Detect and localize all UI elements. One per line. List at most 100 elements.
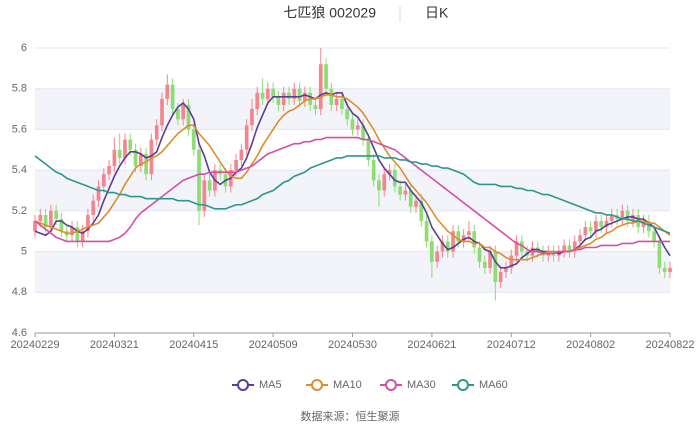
x-tick-label: 20240822 — [646, 339, 695, 351]
candle-body — [350, 119, 355, 130]
y-tick-label: 5.6 — [12, 123, 27, 135]
candle-body — [668, 267, 672, 272]
x-tick-label: 20240530 — [328, 339, 377, 351]
source-note: 数据来源：恒生聚源 — [301, 409, 400, 423]
candle-body — [265, 88, 270, 99]
candle-body — [451, 231, 455, 252]
legend-item: MA30 — [380, 379, 436, 391]
y-tick-label: 6 — [21, 42, 27, 54]
candle-body — [324, 64, 328, 89]
candle-body — [345, 109, 350, 120]
candle-body — [138, 153, 143, 167]
candle-body — [419, 200, 424, 222]
candle-body — [287, 92, 291, 99]
candle-body — [181, 105, 186, 120]
candle-body — [641, 221, 646, 228]
candle-body — [197, 149, 201, 211]
legend-item: MA60 — [452, 379, 508, 391]
legend-marker — [237, 379, 249, 391]
candle-body — [244, 125, 249, 150]
candle-body — [488, 251, 492, 268]
candle-body — [202, 180, 207, 211]
legend-marker — [311, 379, 323, 391]
ma-line — [34, 136, 670, 255]
candle-body — [594, 221, 598, 232]
candle-body — [329, 88, 334, 105]
legend-label: MA30 — [407, 379, 436, 391]
candle-body — [234, 159, 238, 171]
candle-body — [128, 139, 133, 150]
candle-body — [392, 170, 397, 187]
candle-body — [371, 159, 376, 181]
legend-label: MA5 — [259, 379, 282, 391]
candle-body — [467, 231, 471, 236]
candle-body — [562, 245, 567, 252]
legend-item: MA5 — [232, 379, 282, 391]
candle-body — [303, 92, 307, 101]
candle-body — [366, 139, 371, 160]
candle-body — [260, 92, 265, 99]
candle-body — [96, 186, 101, 201]
candle-body — [59, 219, 64, 232]
candle-body — [297, 88, 302, 101]
x-tick-label: 20240229 — [11, 339, 60, 351]
x-tick-label: 20240802 — [566, 339, 615, 351]
candle-body — [482, 261, 487, 268]
candle-body — [445, 241, 450, 252]
ma-line — [34, 155, 671, 234]
candle-body — [430, 241, 434, 262]
candle-body — [477, 247, 482, 262]
y-tick-label: 5.8 — [12, 83, 27, 95]
candle-body — [281, 92, 286, 105]
candle-body — [170, 84, 175, 110]
candle-body — [165, 84, 170, 99]
candle-body — [403, 190, 408, 195]
candle-body — [107, 166, 111, 175]
candle-body — [387, 170, 392, 175]
candle-body — [160, 98, 164, 126]
candle-body — [149, 139, 154, 175]
candle-body — [398, 186, 402, 195]
candle-body — [504, 267, 508, 272]
candle-body — [519, 241, 524, 252]
candle-body — [176, 109, 180, 120]
y-tick-label: 5 — [21, 245, 27, 257]
candle-body — [424, 221, 429, 242]
candle-body — [250, 109, 254, 126]
candle-body — [112, 149, 117, 167]
x-tick-label: 20240415 — [169, 339, 218, 351]
candle-body — [54, 210, 59, 219]
candle-body — [414, 200, 418, 207]
candle-body — [239, 149, 244, 160]
y-tick-label: 5.2 — [12, 205, 27, 217]
candle-body — [91, 200, 96, 215]
candle-body — [657, 241, 662, 268]
x-tick-label: 20240712 — [487, 339, 536, 351]
candle-body — [271, 88, 275, 97]
candle-body — [207, 180, 212, 191]
candle-body — [625, 210, 630, 222]
candle-body — [662, 267, 667, 272]
candle-body — [292, 88, 297, 99]
legend-marker — [385, 379, 397, 391]
candle-body — [567, 245, 572, 252]
candle-body — [318, 64, 323, 110]
candle-body — [276, 96, 281, 105]
candle-body — [382, 174, 387, 191]
candle-body — [33, 221, 37, 232]
candle-body — [117, 149, 122, 158]
candle-body — [461, 235, 466, 242]
candle-body — [588, 227, 593, 232]
candle-body — [408, 190, 413, 207]
legend-marker — [457, 379, 469, 391]
candle-body — [493, 251, 498, 283]
chart-subtitle: 日K — [425, 5, 449, 21]
candle-body — [435, 251, 440, 262]
candle-body — [578, 235, 582, 242]
candle-body — [631, 214, 635, 222]
y-tick-label: 4.6 — [12, 327, 27, 339]
candle-body — [456, 231, 461, 242]
candle-body — [101, 174, 106, 187]
candle-body — [361, 125, 365, 140]
